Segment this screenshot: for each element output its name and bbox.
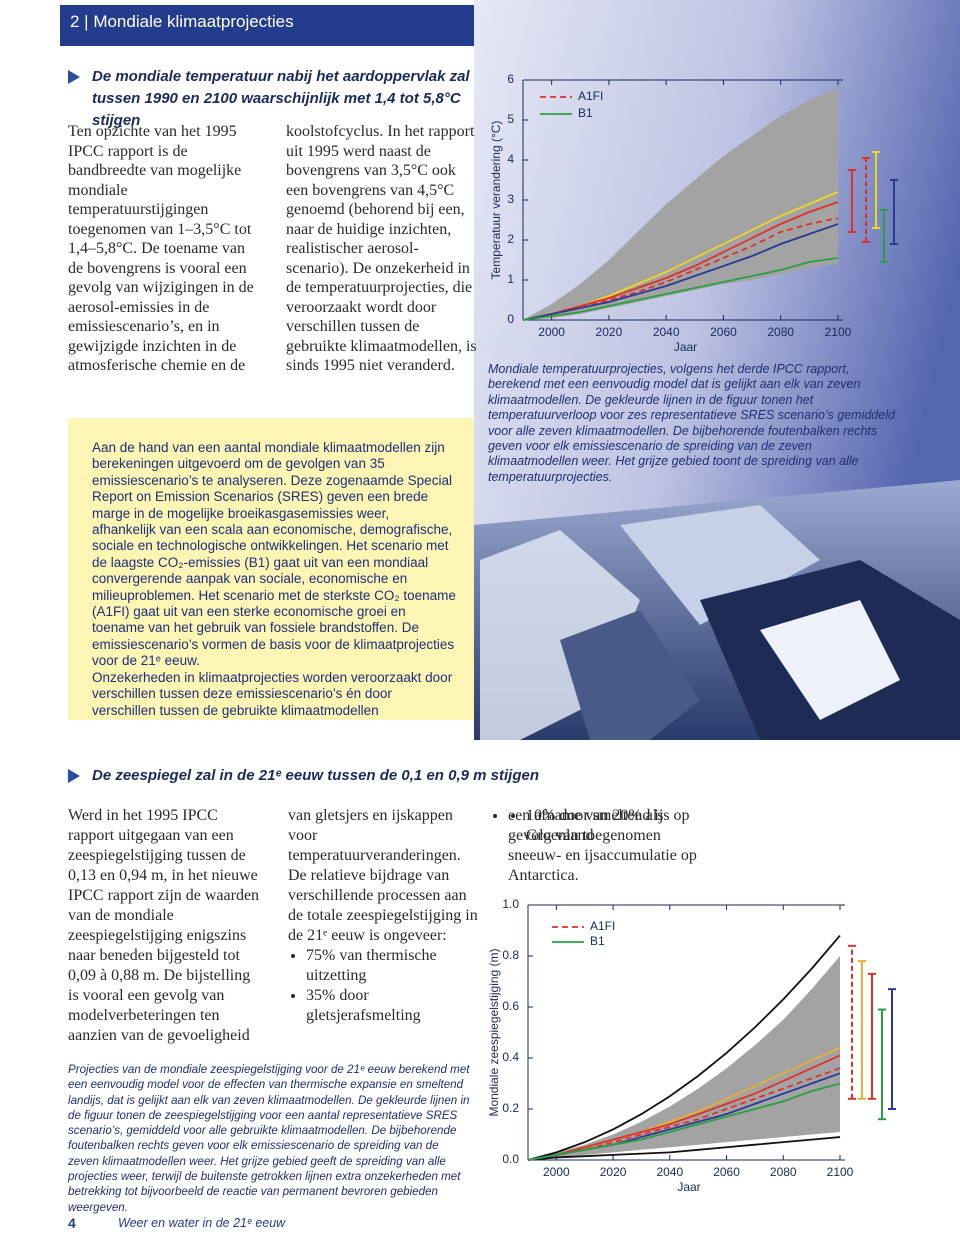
y-tick-label: 0.4 xyxy=(502,1050,519,1064)
header-title: 2 | Mondiale klimaatprojecties xyxy=(70,12,294,31)
legend-label: A1FI xyxy=(590,919,615,933)
y-tick-label: 0.2 xyxy=(502,1101,519,1115)
legend-label: B1 xyxy=(578,106,593,120)
x-tick-label: 2040 xyxy=(656,1165,683,1179)
y-tick-label: 0.6 xyxy=(502,999,519,1013)
series-line xyxy=(527,1082,841,1161)
bullet: een afname van 20% als gevolg van toegen… xyxy=(508,806,710,886)
y-tick-label: 2 xyxy=(507,232,514,246)
bullet: 75% van thermische uitzetting xyxy=(306,946,482,986)
photo-ice xyxy=(620,505,820,625)
heading: De mondiale temperatuur nabij het aardop… xyxy=(92,68,470,129)
x-tick-label: 2020 xyxy=(596,325,623,339)
x-tick-label: 2080 xyxy=(770,1165,797,1179)
x-tick-label: 2000 xyxy=(543,1165,570,1179)
y-tick-label: 3 xyxy=(507,192,514,206)
x-tick-label: 2060 xyxy=(713,1165,740,1179)
photo-rock xyxy=(560,610,700,740)
x-tick-label: 2000 xyxy=(538,325,565,339)
page-number: 4 xyxy=(68,1215,76,1231)
spread-band xyxy=(523,88,838,320)
x-tick-label: 2080 xyxy=(767,325,794,339)
bullet-triangle xyxy=(68,70,80,84)
info-box-text: Aan de hand van een aantal mondiale klim… xyxy=(92,440,456,719)
series-line xyxy=(522,201,839,321)
legend-label: B1 xyxy=(590,934,605,948)
y-axis-label: Temperatuur verandering (°C) xyxy=(489,121,503,280)
series-line xyxy=(527,935,841,1161)
legend-label: A1FI xyxy=(578,89,603,103)
x-tick-label: 2020 xyxy=(600,1165,627,1179)
x-tick-label: 2060 xyxy=(710,325,737,339)
y-tick-label: 6 xyxy=(507,72,514,86)
header-bar xyxy=(60,5,474,46)
footer-title: Weer en water in de 21ᵉ eeuw xyxy=(118,1216,286,1230)
x-tick-label: 2040 xyxy=(653,325,680,339)
x-axis-label: Jaar xyxy=(674,340,697,354)
heading: De zeespiegel zal in de 21ᵉ eeuw tussen … xyxy=(92,767,539,784)
paragraph: Werd in het 1995 IPCC rapport uitgegaan … xyxy=(68,807,478,1044)
bullet-triangle xyxy=(68,769,80,783)
y-axis-label: Mondiale zeespiegelstijging (m) xyxy=(487,948,501,1116)
bullet-list: een afname van 20% als gevolg van toegen… xyxy=(490,806,710,886)
y-tick-label: 1 xyxy=(507,272,514,286)
bullet: 10% door smeltend ijs op Groenland xyxy=(526,806,702,846)
paragraph: Onzekerheden in klimaatprojecties worden… xyxy=(92,669,453,718)
y-tick-label: 1.0 xyxy=(502,897,519,911)
body-text: Werd in het 1995 IPCC rapport uitgegaan … xyxy=(68,806,690,1048)
body-text: een afname van 20% als gevolg van toegen… xyxy=(490,806,710,886)
y-tick-label: 4 xyxy=(507,152,514,166)
y-tick-label: 0 xyxy=(507,312,514,326)
body-text: Ten opzichte van het 1995 IPCC rapport i… xyxy=(68,123,477,374)
chart-caption: Projecties van de mondiale zeespiegelsti… xyxy=(68,1063,470,1214)
y-tick-label: 0.8 xyxy=(502,948,519,962)
series-line xyxy=(527,1054,841,1161)
y-tick-label: 0.0 xyxy=(502,1152,519,1166)
info-box: Aan de hand van een aantal mondiale klim… xyxy=(68,418,474,720)
photo-ice xyxy=(760,600,900,720)
series-line xyxy=(527,1136,841,1161)
paragraph: Aan de hand van een aantal mondiale klim… xyxy=(92,440,456,669)
series-line xyxy=(522,223,839,321)
y-tick-label: 5 xyxy=(507,112,514,126)
series-line xyxy=(522,257,839,321)
x-tick-label: 2100 xyxy=(825,325,852,339)
spread-band xyxy=(528,956,840,1160)
bullet-list: 75% van thermische uitzetting 35% door g… xyxy=(288,806,702,1048)
x-axis-label: Jaar xyxy=(677,1180,700,1194)
x-tick-label: 2100 xyxy=(827,1165,854,1179)
bullet: 35% door gletsjerafsmelting xyxy=(306,986,482,1026)
chart-caption: Mondiale temperatuurprojecties, volgens … xyxy=(488,362,895,484)
